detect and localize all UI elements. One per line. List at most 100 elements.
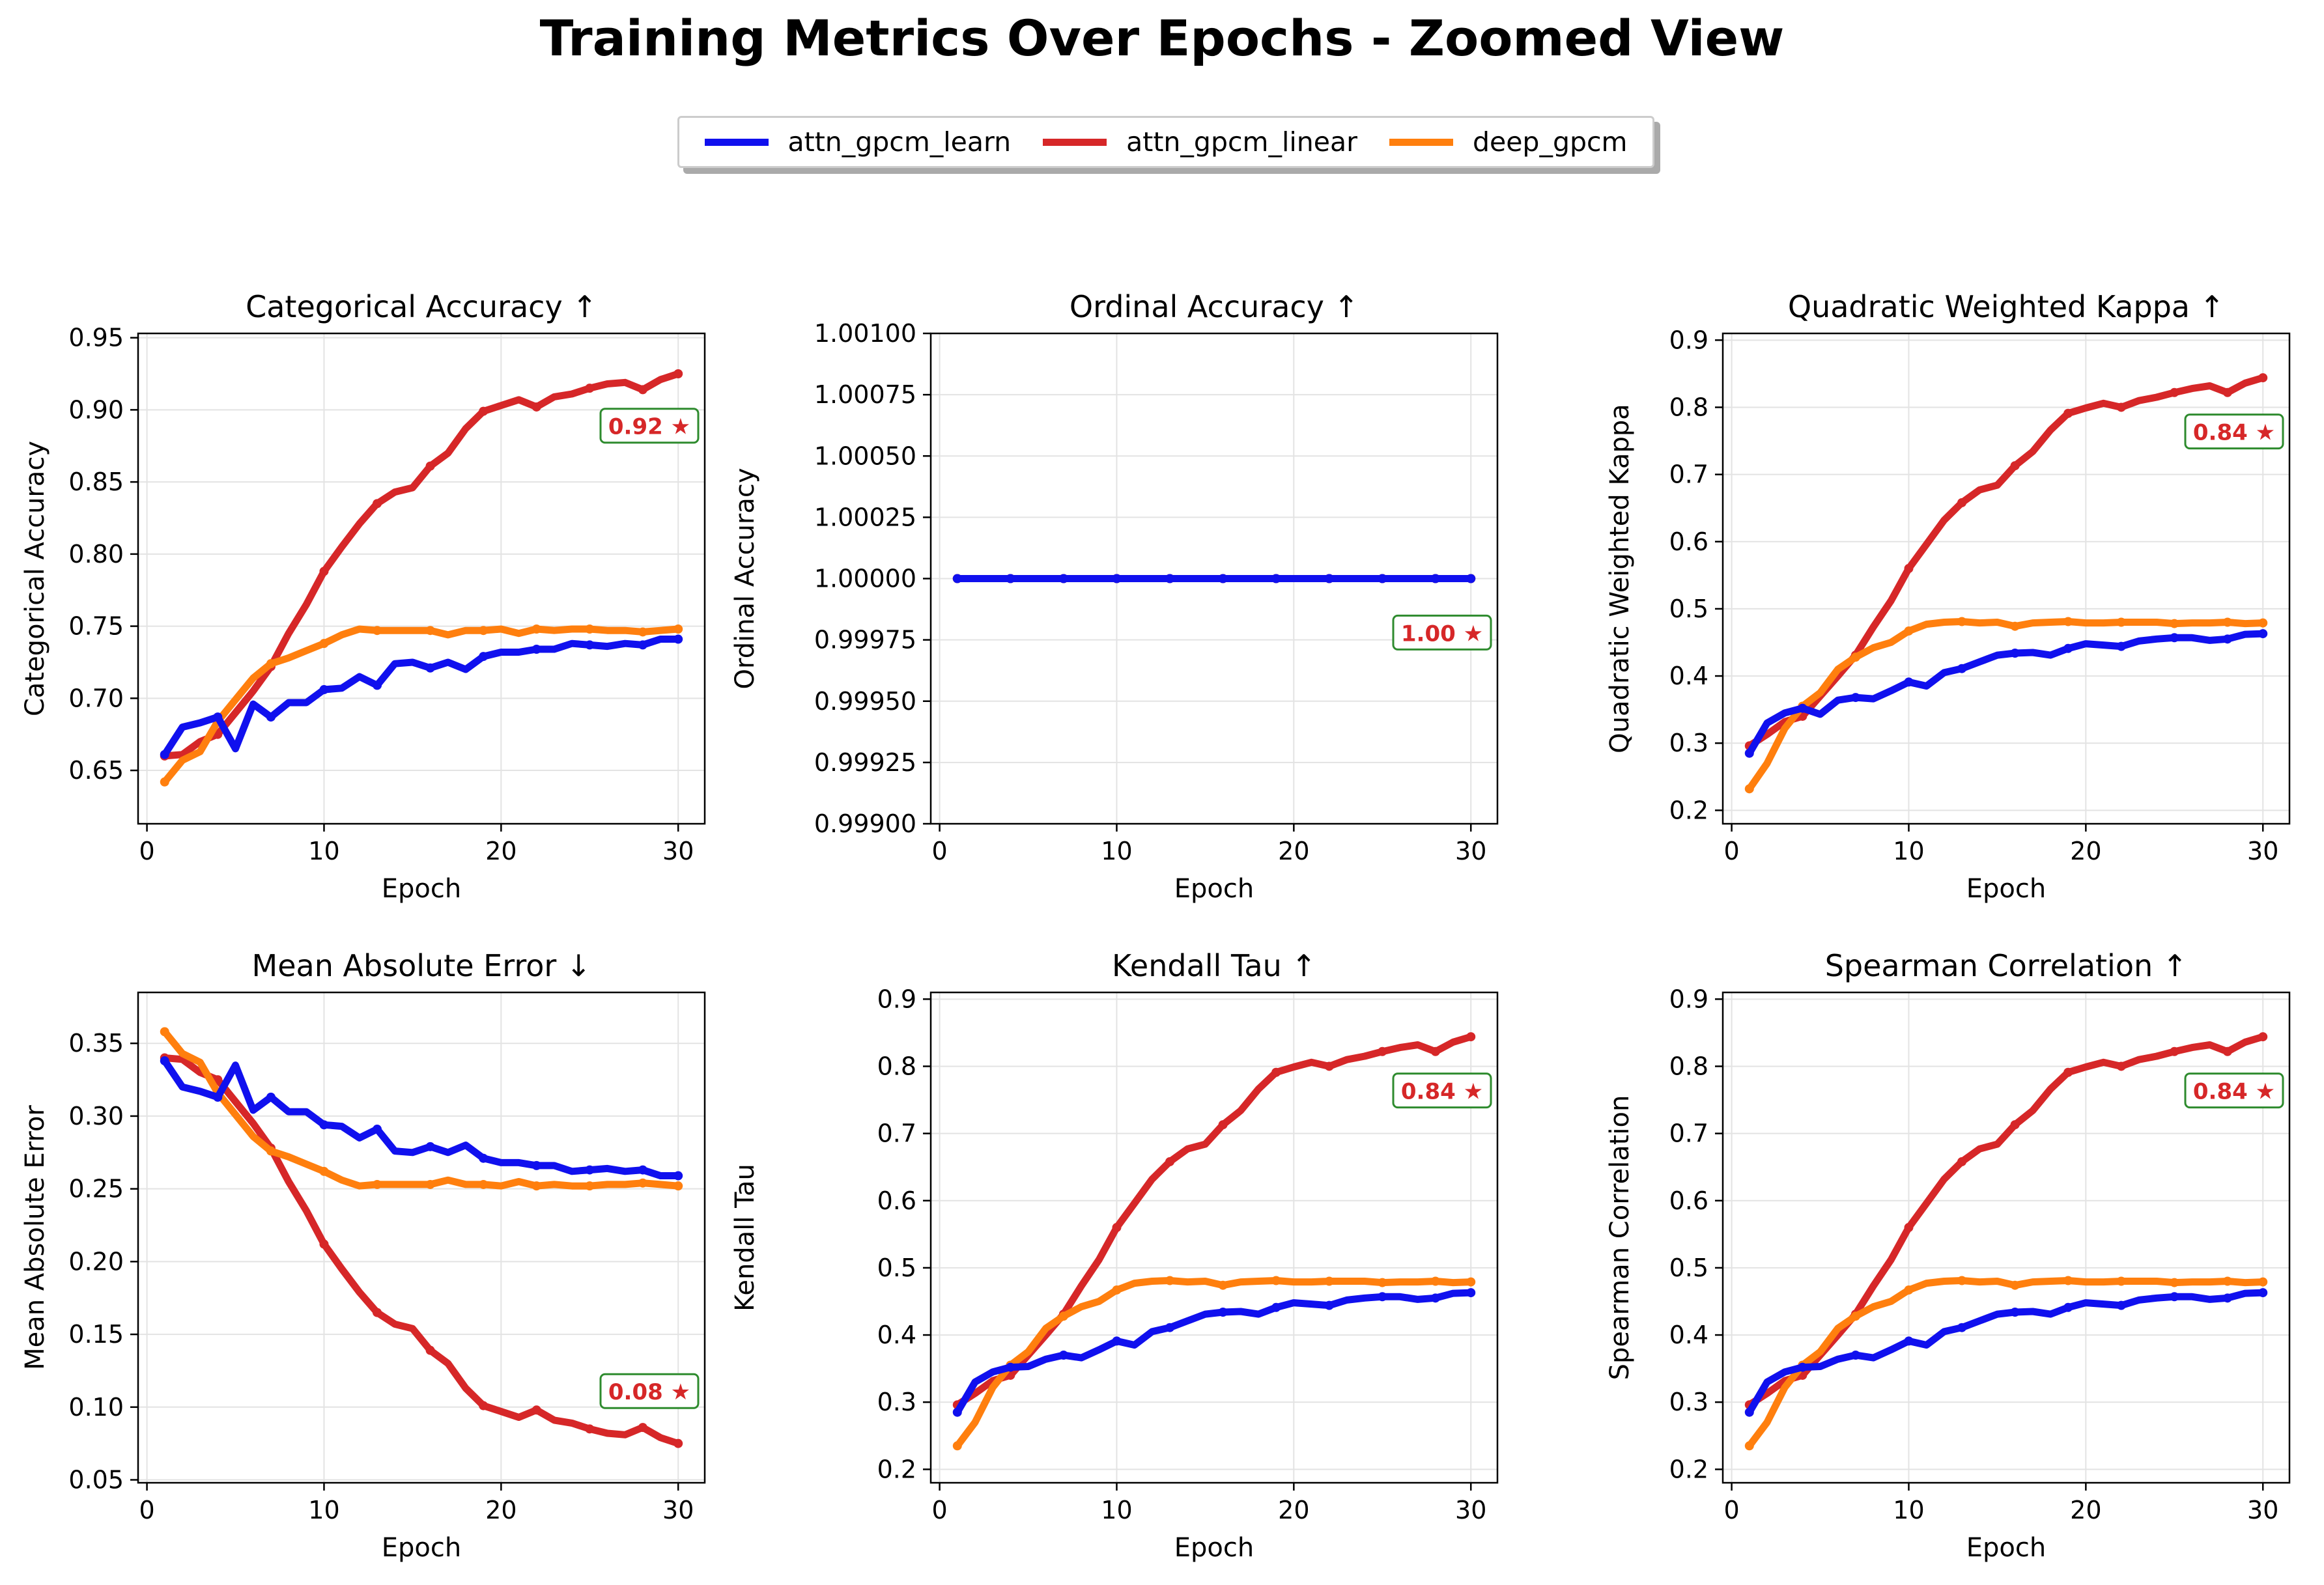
data-point-attn-gpcm-linear [2222,387,2232,397]
x-tick-label: 0 [932,837,948,865]
data-point-attn-gpcm-learn [1378,1292,1387,1302]
data-point-deep-gpcm [266,1146,276,1156]
x-tick-label: 10 [1893,837,1924,865]
x-tick-label: 30 [1455,1496,1486,1524]
data-point-attn-gpcm-learn [2170,633,2179,643]
data-point-attn-gpcm-learn [266,712,276,722]
legend-label-attn-gpcm-linear: attn_gpcm_linear [1126,126,1357,158]
data-point-deep-gpcm [531,624,541,634]
data-point-deep-gpcm [673,1181,683,1191]
data-point-attn-gpcm-linear [673,369,683,379]
x-tick-label: 20 [485,837,517,865]
data-point-deep-gpcm [638,1178,647,1188]
data-point-attn-gpcm-linear [1904,1223,1914,1233]
y-tick-label: 1.00075 [814,380,916,409]
best-value-label: 0.92 ★ [608,414,690,440]
y-tick-label: 0.8 [877,1052,916,1080]
y-tick-label: 0.75 [68,612,124,641]
data-point-deep-gpcm [2222,1276,2232,1286]
data-point-deep-gpcm [1378,1278,1387,1287]
data-point-deep-gpcm [1430,1276,1440,1286]
chart-panel-2: 0 10 20 30 0.99900 0.99925 0.99950 0.99975 1.000… [730,289,1499,904]
data-point-attn-gpcm-learn [638,1165,647,1175]
figure-title: Training Metrics Over Epochs - Zoomed Vi… [539,9,1785,67]
x-tick-label: 20 [2070,837,2101,865]
data-point-attn-gpcm-linear [1378,1046,1387,1056]
data-point-attn-gpcm-linear [1957,498,1967,507]
x-tick-label: 0 [1724,1496,1740,1524]
data-point-attn-gpcm-learn [2258,1288,2268,1298]
data-point-deep-gpcm [1165,1276,1175,1285]
legend-swatch-attn-gpcm-learn [704,138,769,146]
data-point-deep-gpcm [2010,621,2020,631]
data-point-attn-gpcm-learn [479,652,489,662]
data-point-deep-gpcm [673,624,683,634]
chart-panel-1: 0 10 20 30 0.65 0.70 0.75 0.80 0.85 0.90 0.95 Categ… [20,289,706,904]
chart-title: Mean Absolute Error ↓ [252,948,591,983]
data-point-attn-gpcm-linear [638,1423,647,1433]
data-point-deep-gpcm [1850,652,1860,662]
data-point-deep-gpcm [2258,618,2268,628]
data-point-attn-gpcm-linear [479,406,489,416]
data-point-attn-gpcm-learn [1218,1307,1228,1317]
data-point-attn-gpcm-learn [2258,629,2268,639]
data-point-attn-gpcm-learn [2116,1300,2126,1310]
data-point-attn-gpcm-linear [2063,1067,2073,1077]
y-tick-label: 0.85 [68,468,124,496]
data-point-attn-gpcm-linear [319,567,329,576]
legend: attn_gpcm_learn attn_gpcm_linear deep_gp… [677,116,1654,168]
x-axis-label: Epoch [382,874,461,904]
y-tick-label: 0.2 [1669,1455,1708,1483]
data-point-deep-gpcm [1324,1276,1334,1286]
data-point-attn-gpcm-learn [952,574,962,583]
legend-swatch-deep-gpcm [1389,138,1453,146]
best-value-badge [599,1373,700,1409]
y-tick-label: 0.2 [877,1455,916,1483]
x-axis-label: Epoch [1174,1533,1254,1563]
data-point-deep-gpcm [2170,619,2179,628]
x-tick-label: 10 [1101,837,1132,865]
data-point-attn-gpcm-linear [531,1405,541,1415]
data-point-attn-gpcm-linear [1112,1223,1122,1233]
data-point-attn-gpcm-linear [2170,1046,2179,1056]
data-point-attn-gpcm-linear [531,402,541,412]
data-point-attn-gpcm-learn [1957,664,1967,673]
best-value-label: 1.00 ★ [1401,621,1483,647]
data-point-deep-gpcm [1744,1441,1754,1451]
data-point-deep-gpcm [160,1027,169,1037]
plot-frame [1722,991,2291,1484]
data-point-deep-gpcm [1112,1285,1122,1295]
y-tick-label: 0.95 [68,324,124,352]
y-tick-label: 0.5 [1669,595,1708,623]
data-point-attn-gpcm-learn [2170,1292,2179,1302]
y-tick-label: 0.5 [1669,1254,1708,1282]
data-point-deep-gpcm [531,1181,541,1191]
data-point-attn-gpcm-learn [1165,574,1175,583]
data-point-attn-gpcm-linear [425,461,435,471]
data-point-deep-gpcm [1957,617,1967,626]
y-axis-label: Ordinal Accuracy [730,468,760,689]
data-point-deep-gpcm [952,1441,962,1451]
legend-item-deep-gpcm: deep_gpcm [1389,126,1627,158]
data-point-attn-gpcm-learn [1006,574,1015,583]
data-point-attn-gpcm-learn [213,1092,223,1102]
data-point-attn-gpcm-learn [1378,574,1387,583]
data-point-attn-gpcm-learn [1798,1362,1807,1372]
y-tick-label: 0.15 [68,1320,124,1349]
data-point-deep-gpcm [266,659,276,669]
data-point-attn-gpcm-linear [2258,1032,2268,1042]
y-tick-label: 0.3 [877,1388,916,1416]
data-point-attn-gpcm-learn [2063,1302,2073,1312]
data-point-attn-gpcm-learn [2222,1293,2232,1303]
data-point-attn-gpcm-linear [1957,1157,1967,1166]
y-tick-label: 0.4 [1669,1321,1708,1349]
data-point-attn-gpcm-learn [1430,574,1440,583]
data-point-deep-gpcm [2222,617,2232,627]
y-tick-label: 0.99900 [814,809,916,838]
y-tick-label: 1.00025 [814,503,916,531]
data-point-deep-gpcm [2170,1278,2179,1287]
x-tick-label: 30 [2247,1496,2278,1524]
x-tick-label: 20 [1278,837,1309,865]
y-tick-label: 0.10 [68,1393,124,1422]
